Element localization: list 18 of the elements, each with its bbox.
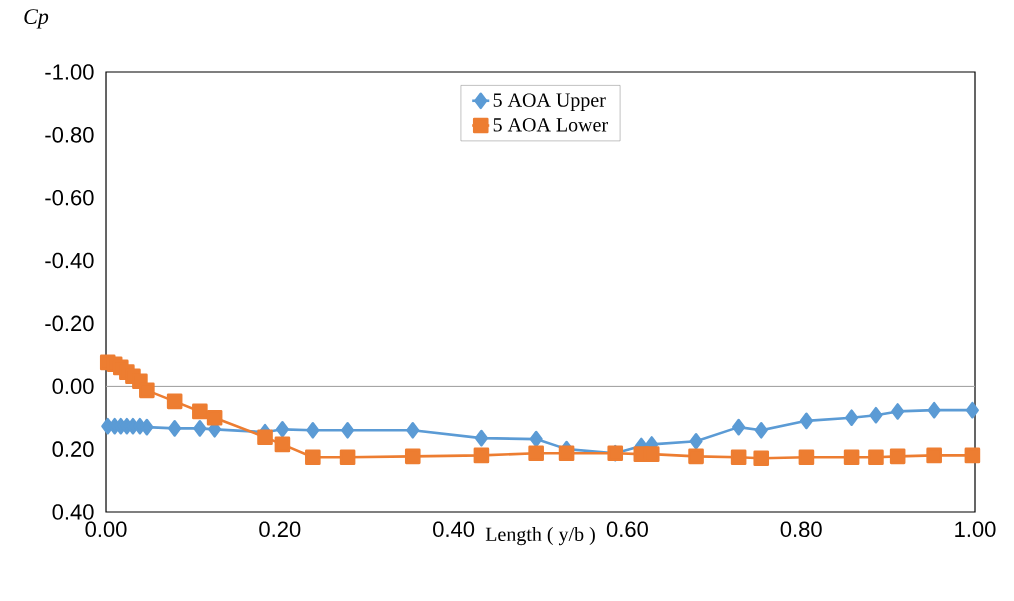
x-tick-label: 1.00	[955, 521, 996, 538]
y-tick-label: -1.00	[45, 64, 94, 80]
y-tick-label: 0.20	[52, 441, 94, 457]
y-tick-label: -0.20	[45, 315, 94, 332]
legend-label: 5 AOA Lower	[493, 118, 608, 132]
y-tick-label: 0.40	[52, 504, 94, 520]
x-axis-title: Length ( y/b )	[485, 526, 595, 546]
y-tick-label: -0.40	[45, 252, 94, 269]
x-tick-label: 0.00	[85, 521, 127, 538]
y-axis-title: Cp	[24, 9, 49, 29]
y-tick-label: -0.60	[45, 189, 94, 206]
y-tick-label: -0.80	[45, 127, 94, 143]
x-tick-label: 0.40	[433, 521, 475, 538]
x-tick-label: 0.60	[606, 521, 648, 538]
x-tick-label: 0.20	[259, 521, 301, 538]
legend-label: 5 AOA Upper	[493, 93, 606, 111]
y-tick-label: 0.00	[52, 378, 94, 395]
x-tick-label: 0.80	[780, 521, 822, 538]
